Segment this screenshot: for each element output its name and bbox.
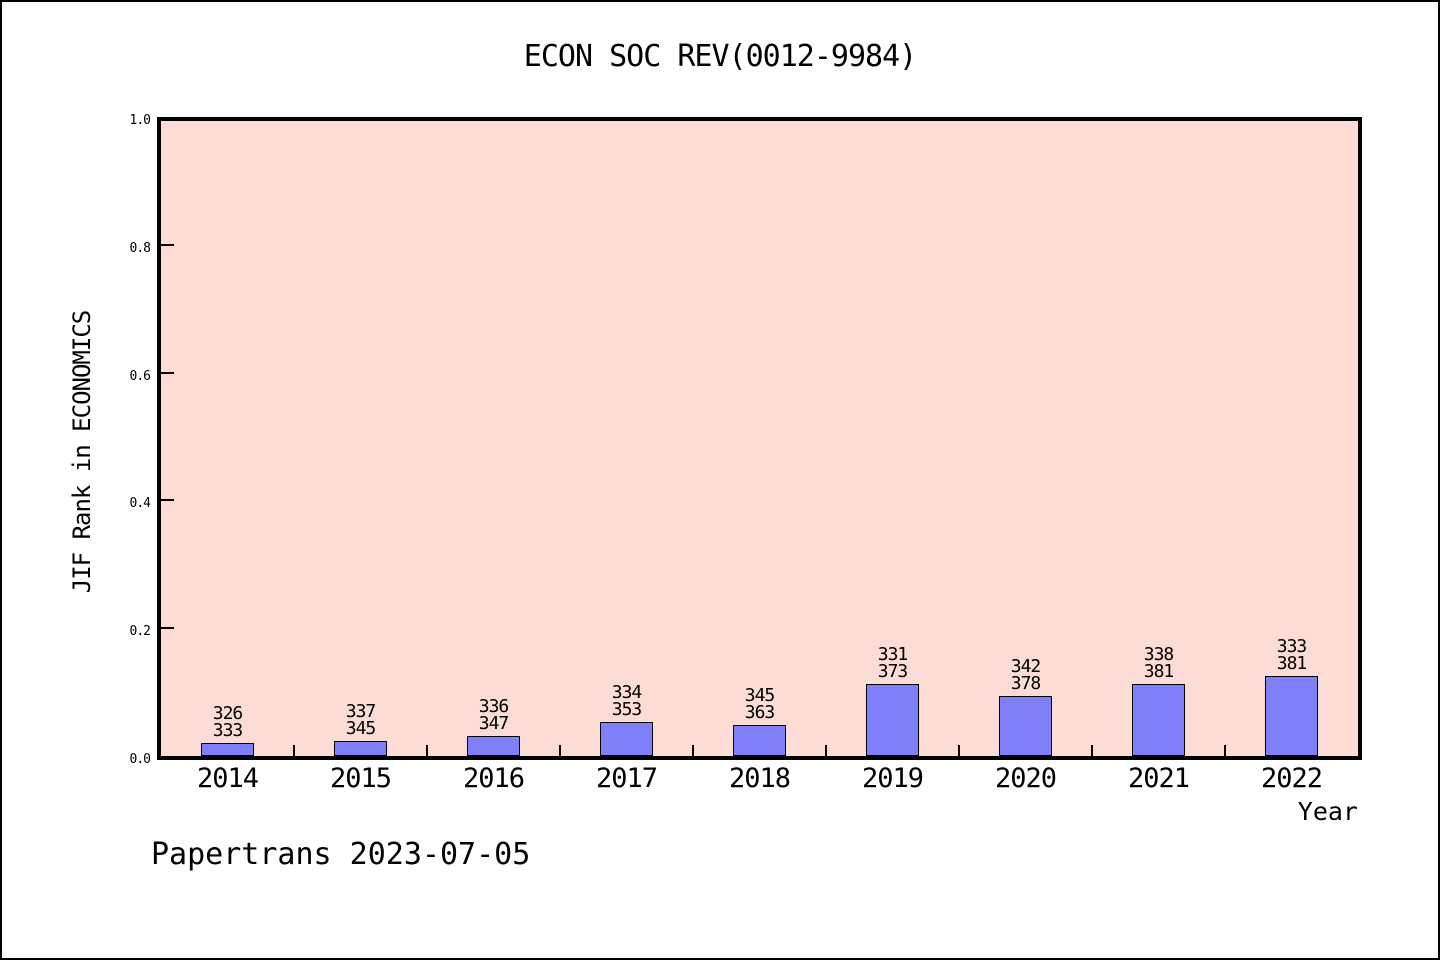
x-tick-label-2021: 2021 [1127, 763, 1190, 794]
y-tick-mark [161, 244, 174, 246]
y-tick-mark [161, 499, 174, 501]
x-tick-mark [1091, 745, 1093, 756]
bar-2017 [600, 722, 653, 756]
bar-2018 [733, 725, 786, 756]
bar-total-value: 381 [1276, 653, 1308, 674]
bar-value-label: 326 333 [158, 703, 298, 741]
y-tick-label: 0.4 [129, 496, 151, 512]
plot-area: 326 333 337 345 336 347 334 353 345 363 331 373 342 3… [157, 117, 1362, 760]
x-tick-mark [958, 745, 960, 756]
bar-value-label: 345 363 [690, 685, 830, 723]
bar-total-value: 345 [345, 718, 377, 739]
bar-total-value: 381 [1143, 661, 1175, 682]
x-tick-label-2017: 2017 [595, 763, 658, 794]
bar-total-value: 373 [877, 661, 909, 682]
y-tick-label: 0.6 [129, 368, 151, 384]
bar-2022 [1265, 676, 1318, 756]
bar-rank-value: 336 [478, 696, 510, 717]
bar-2019 [866, 684, 919, 756]
bar-rank-value: 331 [877, 644, 909, 665]
bar-value-label: 334 353 [557, 682, 697, 720]
bar-rank-value: 342 [1010, 656, 1042, 677]
bar-value-label: 342 378 [956, 656, 1096, 694]
x-tick-mark [1224, 745, 1226, 756]
bar-2014 [201, 743, 254, 756]
y-tick-label: 0.0 [129, 752, 151, 767]
y-axis-label: JIF Rank in ECONOMICS [68, 310, 96, 594]
x-tick-label-2014: 2014 [196, 763, 259, 794]
bar-rank-value: 334 [611, 682, 643, 703]
x-axis-label: Year [1297, 797, 1358, 826]
y-tick-label: 0.2 [129, 624, 151, 640]
bar-total-value: 333 [212, 720, 244, 741]
bar-value-label: 336 347 [424, 696, 564, 734]
chart-title: ECON SOC REV(0012-9984) [523, 39, 917, 74]
x-tick-label-2019: 2019 [861, 763, 924, 794]
bar-value-label: 338 381 [1089, 644, 1229, 682]
x-tick-label-2018: 2018 [728, 763, 791, 794]
y-tick-mark [161, 627, 174, 629]
bar-rank-value: 333 [1276, 636, 1308, 657]
bar-2021 [1132, 684, 1185, 756]
bar-2015 [334, 741, 387, 756]
bar-rank-value: 338 [1143, 644, 1175, 665]
bar-value-label: 333 381 [1222, 636, 1362, 674]
x-tick-mark [692, 745, 694, 756]
x-tick-mark [426, 745, 428, 756]
bar-total-value: 363 [744, 702, 776, 723]
x-tick-mark [293, 745, 295, 756]
x-tick-label-2020: 2020 [994, 763, 1057, 794]
y-tick-label: 1.0 [129, 113, 151, 128]
y-tick-label: 0.8 [129, 240, 151, 256]
x-tick-mark [825, 745, 827, 756]
bar-total-value: 378 [1010, 673, 1042, 694]
bar-value-label: 337 345 [291, 701, 431, 739]
bar-2016 [467, 736, 520, 756]
bar-total-value: 353 [611, 699, 643, 720]
bar-rank-value: 337 [345, 701, 377, 722]
bar-rank-value: 345 [744, 685, 776, 706]
watermark-text: Papertrans 2023-07-05 [151, 837, 531, 872]
bar-value-label: 331 373 [823, 644, 963, 682]
x-tick-label-2016: 2016 [462, 763, 525, 794]
bar-total-value: 347 [478, 713, 510, 734]
y-tick-mark [161, 372, 174, 374]
bar-2020 [999, 696, 1052, 756]
x-tick-label-2015: 2015 [329, 763, 392, 794]
x-tick-mark [559, 745, 561, 756]
bar-rank-value: 326 [212, 703, 244, 724]
x-tick-label-2022: 2022 [1260, 763, 1323, 794]
